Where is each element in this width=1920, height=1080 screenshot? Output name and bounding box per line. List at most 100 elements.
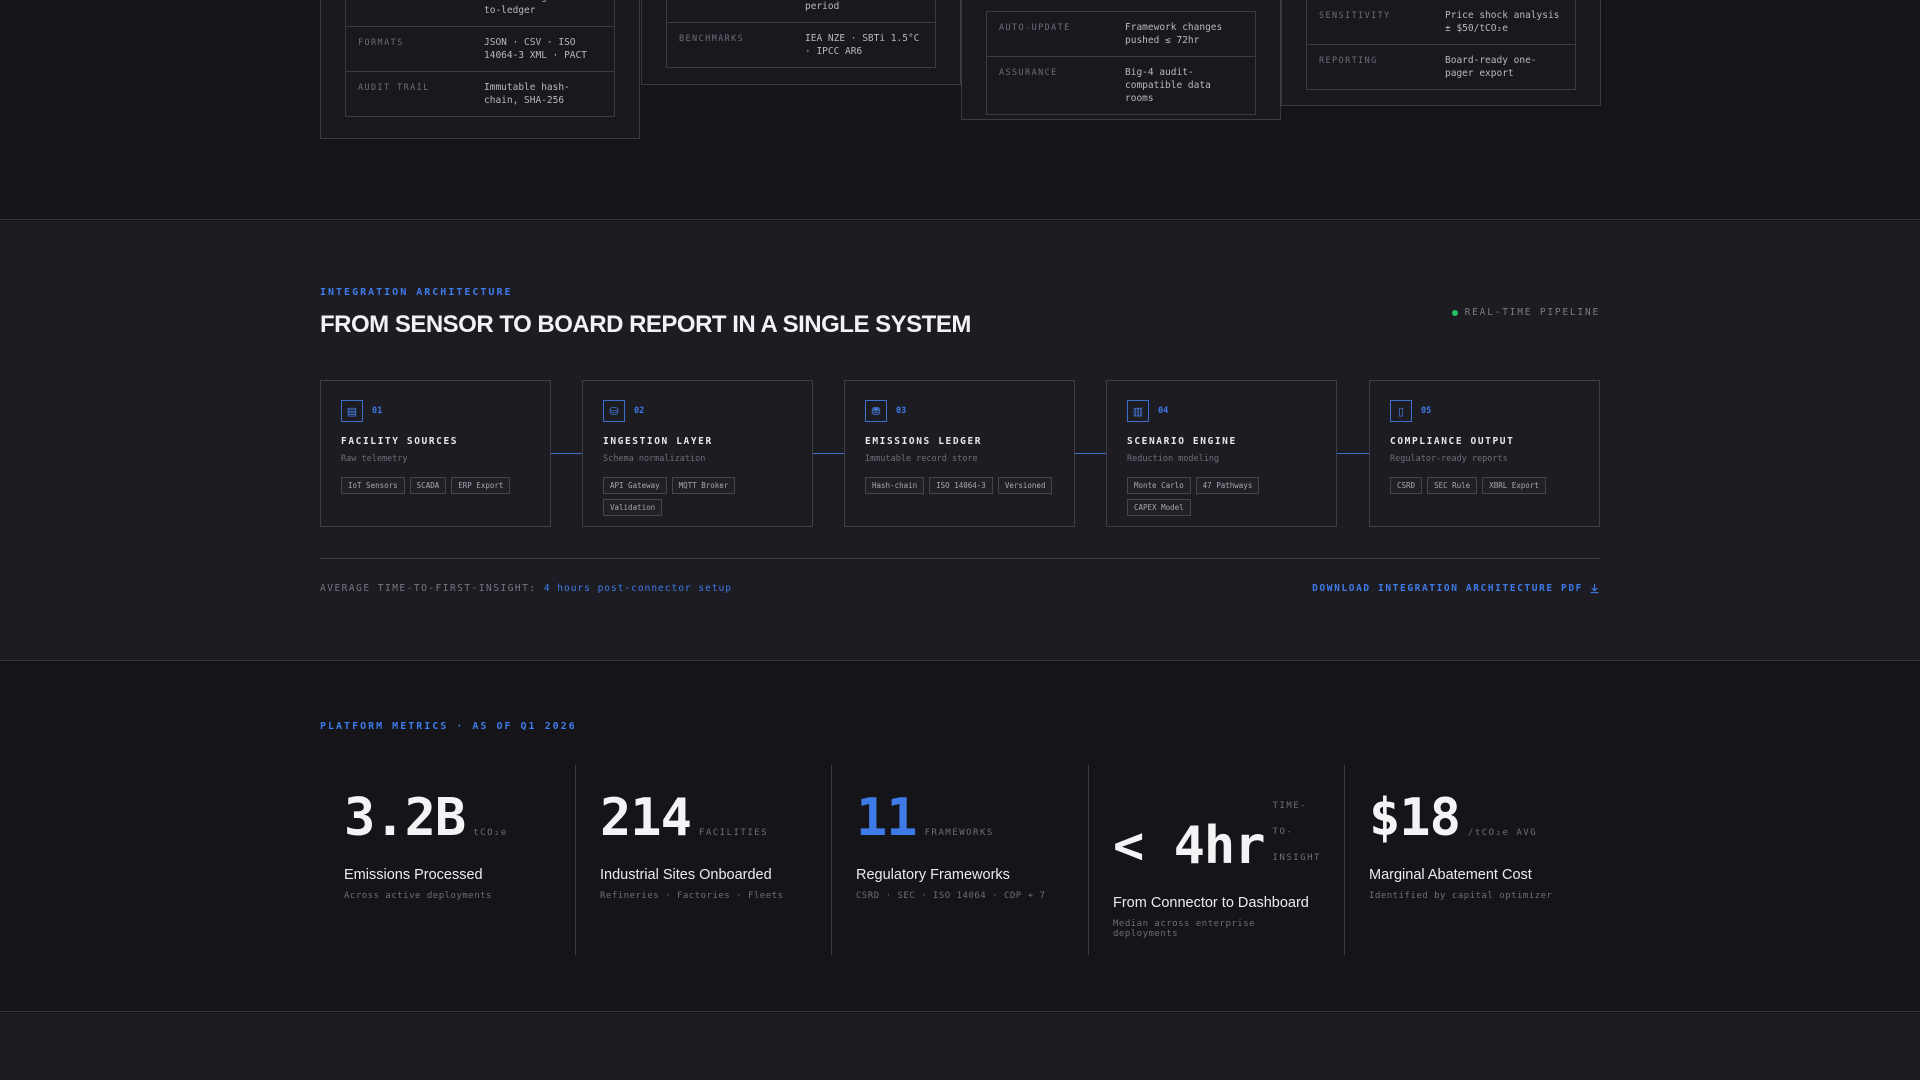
metric-unit: /tCO₂e AVG bbox=[1467, 828, 1538, 838]
spec-row: ASSURANCE Big-4 audit-compatible data ro… bbox=[987, 56, 1255, 114]
pipeline-step-emissions-ledger[interactable]: ⛃ 03 EMISSIONS LEDGER Immutable record st… bbox=[844, 380, 1075, 527]
metric-label: Marginal Abatement Cost bbox=[1369, 867, 1532, 883]
step-title: EMISSIONS LEDGER bbox=[865, 436, 983, 447]
step-connector bbox=[551, 453, 583, 454]
metric-value: 214 bbox=[600, 788, 692, 848]
step-connector bbox=[1075, 453, 1107, 454]
spec-value: period bbox=[805, 1, 840, 12]
step-subtitle: Raw telemetry bbox=[341, 454, 408, 464]
platform-metrics-section: PLATFORM METRICS · AS OF Q1 2026 3.2B tC… bbox=[0, 662, 1920, 1012]
metric-unit: FACILITIES bbox=[698, 828, 769, 838]
spec-card-4: SENSITIVITY Price shock analysis ± $50/t… bbox=[1281, 0, 1601, 106]
spec-cards-section: LATENCY < 120ms ingestion-to-ledger FORM… bbox=[0, 0, 1920, 220]
step-title: SCENARIO ENGINE bbox=[1127, 436, 1237, 447]
metric-label: Regulatory Frameworks bbox=[856, 867, 1010, 883]
pipeline-status-label: REAL-TIME PIPELINE bbox=[1464, 307, 1600, 318]
metric-description: Identified by capital optimizer bbox=[1369, 891, 1553, 901]
spec-value: < 120ms ingestion-to-ledger bbox=[484, 0, 587, 16]
tag: ERP Export bbox=[451, 477, 511, 494]
spec-card-3: AUTO-UPDATE Framework changes pushed ≤ 7… bbox=[961, 0, 1281, 120]
spec-value: Board-ready one-pager export bbox=[1445, 55, 1537, 79]
spec-row: LATENCY < 120ms ingestion-to-ledger bbox=[346, 0, 614, 26]
tag: IoT Sensors bbox=[341, 477, 405, 494]
spec-key bbox=[679, 0, 805, 13]
integration-architecture-section: INTEGRATION ARCHITECTURE FROM SENSOR TO … bbox=[0, 221, 1920, 661]
metric-description: CSRD · SEC · ISO 14064 · CDP + 7 bbox=[856, 891, 1046, 901]
metric-time-to-insight: < 4hr TIME-TO-INSIGHT From Connector to … bbox=[1088, 765, 1344, 955]
spec-key: BENCHMARKS bbox=[679, 34, 745, 44]
spec-row: FORMATS JSON · CSV · ISO 14064-3 XML · P… bbox=[346, 26, 614, 71]
step-subtitle: Immutable record store bbox=[865, 454, 978, 464]
spec-value: IEA NZE · SBTi 1.5°C · IPCC AR6 bbox=[805, 33, 920, 57]
metric-label: From Connector to Dashboard bbox=[1113, 895, 1309, 911]
tag: API Gateway bbox=[603, 477, 667, 494]
pipeline-step-scenario-engine[interactable]: ▥ 04 SCENARIO ENGINE Reduction modeling M… bbox=[1106, 380, 1337, 527]
tag: MQTT Broker bbox=[671, 477, 736, 494]
tag: Hash-chain bbox=[865, 477, 925, 494]
step-subtitle: Schema normalization bbox=[603, 454, 706, 464]
step-number: 02 bbox=[634, 406, 645, 416]
tag: ISO 14064-3 bbox=[929, 477, 993, 494]
spec-row: SENSITIVITY Price shock analysis ± $50/t… bbox=[1307, 0, 1575, 44]
step-tags: Hash-chain ISO 14064-3 Versioned bbox=[865, 477, 1054, 494]
section-eyebrow: INTEGRATION ARCHITECTURE bbox=[320, 287, 513, 298]
step-title: INGESTION LAYER bbox=[603, 436, 713, 447]
metric-label: Industrial Sites Onboarded bbox=[600, 867, 772, 883]
spec-value: Framework changes pushed ≤ 72hr bbox=[1125, 22, 1223, 46]
pipeline-step-ingestion-layer[interactable]: ⛁ 02 INGESTION LAYER Schema normalization… bbox=[582, 380, 813, 527]
section-eyebrow: PLATFORM METRICS · AS OF Q1 2026 bbox=[320, 721, 577, 732]
step-number: 05 bbox=[1421, 406, 1432, 416]
step-number: 01 bbox=[372, 406, 383, 416]
tag: 47 Pathways bbox=[1195, 477, 1260, 494]
divider bbox=[320, 558, 1600, 559]
spec-key: REPORTING bbox=[1319, 56, 1378, 66]
tti-label: AVERAGE TIME-TO-FIRST-INSIGHT: bbox=[320, 583, 537, 594]
gateway-icon: ⛁ bbox=[603, 400, 625, 422]
step-title: FACILITY SOURCES bbox=[341, 436, 459, 447]
metric-abatement-cost: $18 /tCO₂e AVG Marginal Abatement Cost I… bbox=[1344, 765, 1600, 955]
metric-description: Refineries · Factories · Fleets bbox=[600, 891, 784, 901]
step-title: COMPLIANCE OUTPUT bbox=[1390, 436, 1515, 447]
download-pdf-label: DOWNLOAD INTEGRATION ARCHITECTURE PDF bbox=[1312, 583, 1583, 594]
spec-row: AUTO-UPDATE Framework changes pushed ≤ 7… bbox=[987, 12, 1255, 56]
server-icon: ▤ bbox=[341, 400, 363, 422]
metric-unit: tCO₂e bbox=[473, 828, 508, 838]
next-section bbox=[0, 1013, 1920, 1080]
tag: CSRD bbox=[1390, 477, 1423, 494]
spec-key: AUTO-UPDATE bbox=[999, 23, 1071, 33]
spec-value: Immutable hash-chain, SHA-256 bbox=[484, 82, 570, 106]
bar-chart-icon: ▥ bbox=[1127, 400, 1149, 422]
step-tags: API Gateway MQTT Broker Validation bbox=[603, 477, 792, 516]
metric-value: < 4hr bbox=[1113, 816, 1266, 876]
pipeline-step-compliance-output[interactable]: ▯ 05 COMPLIANCE OUTPUT Regulator-ready re… bbox=[1369, 380, 1600, 527]
step-tags: Monte Carlo 47 Pathways CAPEX Model bbox=[1127, 477, 1316, 516]
step-tags: CSRD SEC Rule XBRL Export bbox=[1390, 477, 1579, 494]
spec-key: LATENCY bbox=[358, 0, 484, 17]
spec-row: BENCHMARKS IEA NZE · SBTi 1.5°C · IPCC A… bbox=[667, 22, 935, 67]
spec-value: Big-4 audit-compatible data rooms bbox=[1125, 67, 1211, 104]
time-to-insight: AVERAGE TIME-TO-FIRST-INSIGHT: 4 hours p… bbox=[320, 583, 732, 594]
spec-card-1: LATENCY < 120ms ingestion-to-ledger FORM… bbox=[320, 0, 640, 139]
database-icon: ⛃ bbox=[865, 400, 887, 422]
step-subtitle: Reduction modeling bbox=[1127, 454, 1220, 464]
metric-emissions-processed: 3.2B tCO₂e Emissions Processed Across ac… bbox=[320, 765, 576, 955]
spec-table: SENSITIVITY Price shock analysis ± $50/t… bbox=[1306, 0, 1576, 90]
metric-value: $18 bbox=[1369, 788, 1461, 848]
pipeline-steps: ▤ 01 FACILITY SOURCES Raw telemetry IoT S… bbox=[320, 380, 1600, 527]
step-subtitle: Regulator-ready reports bbox=[1390, 454, 1508, 464]
metric-description: Median across enterprise deployments bbox=[1113, 919, 1256, 939]
metric-value: 3.2B bbox=[344, 788, 466, 848]
pipeline-step-facility-sources[interactable]: ▤ 01 FACILITY SOURCES Raw telemetry IoT S… bbox=[320, 380, 551, 527]
metric-unit: TIME-TO-INSIGHT bbox=[1272, 801, 1321, 863]
pipeline-status: REAL-TIME PIPELINE bbox=[1451, 307, 1600, 318]
metric-description: Across active deployments bbox=[344, 891, 492, 901]
spec-row: period bbox=[667, 0, 935, 22]
spec-key: SENSITIVITY bbox=[1319, 11, 1391, 21]
download-icon bbox=[1590, 583, 1599, 594]
spec-table: LATENCY < 120ms ingestion-to-ledger FORM… bbox=[345, 0, 615, 117]
tag: Monte Carlo bbox=[1127, 477, 1191, 494]
document-icon: ▯ bbox=[1390, 400, 1412, 422]
download-pdf-link[interactable]: DOWNLOAD INTEGRATION ARCHITECTURE PDF bbox=[1312, 583, 1600, 594]
step-number: 04 bbox=[1158, 406, 1169, 416]
tag: Versioned bbox=[997, 477, 1053, 494]
